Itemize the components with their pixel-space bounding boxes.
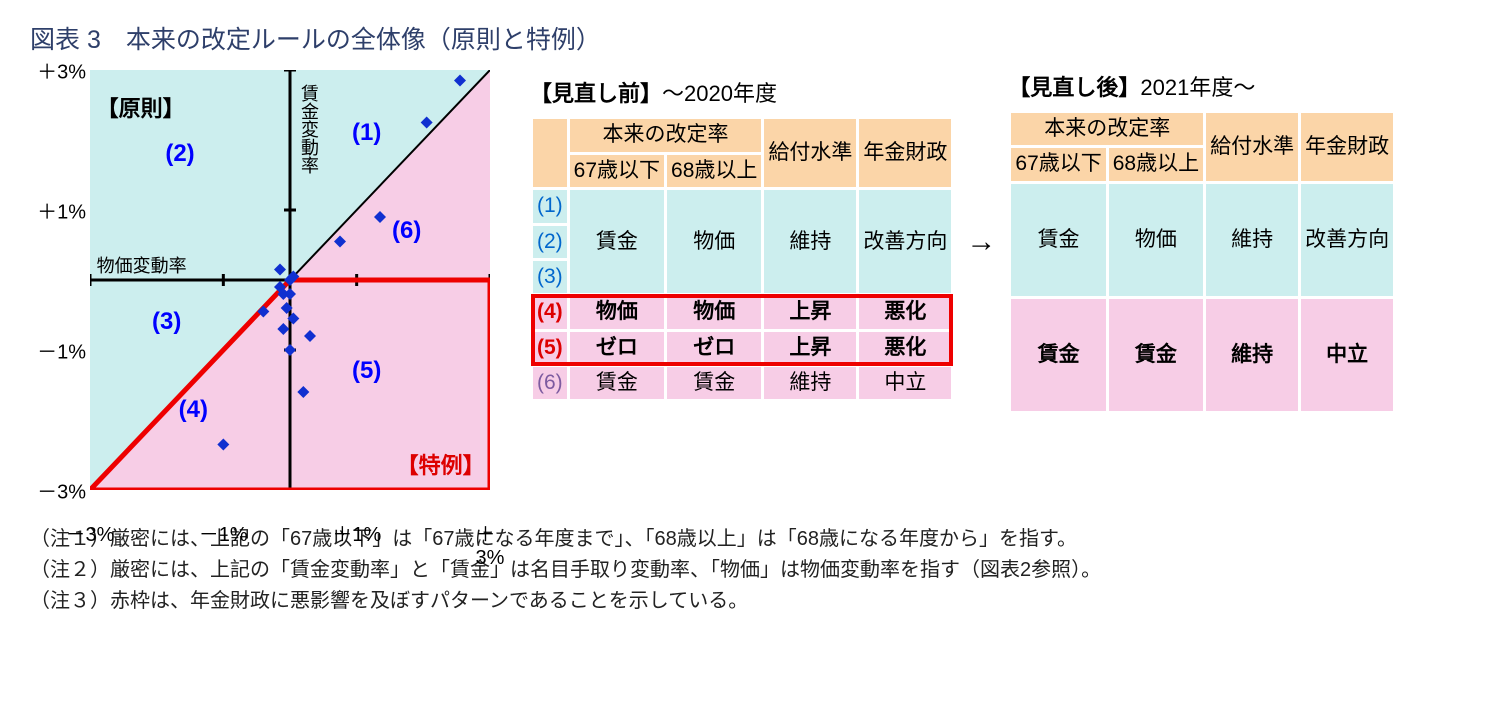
after-h1: 67歳以下 <box>1011 148 1105 180</box>
after-h-span: 本来の改定率 <box>1011 113 1203 145</box>
after-bot-1: 賃金 <box>1109 299 1203 411</box>
main-container: ＋3% ＋1% －1% －3% (1)(2)(3)(4)(5)(6)【原則】【特… <box>30 70 1458 510</box>
before-r4-2: 上昇 <box>764 296 856 328</box>
before-top-1: 物価 <box>667 190 761 293</box>
before-r5-0: ゼロ <box>570 332 664 364</box>
before-r4-0: 物価 <box>570 296 664 328</box>
after-h3: 給付水準 <box>1206 113 1298 181</box>
after-top-0: 賃金 <box>1011 184 1105 296</box>
x-tick-2: ＋1% <box>332 518 381 547</box>
before-top-2: 維持 <box>764 190 856 293</box>
before-r5-3: 悪化 <box>859 332 951 364</box>
principle-label: 【原則】 <box>97 91 185 123</box>
before-table-block: 【見直し前】～2020年度 本来の改定率 給付水準 年金財政 67歳以下 68歳… <box>530 76 954 407</box>
y-tick-1: －1% <box>37 336 86 365</box>
after-bot-0: 賃金 <box>1011 299 1105 411</box>
before-row3-label: (3) <box>533 261 567 293</box>
before-r6-0: 賃金 <box>570 367 664 399</box>
before-top-0: 賃金 <box>570 190 664 293</box>
y-axis-label: 賃金変動率 <box>296 84 322 174</box>
before-blank-head <box>533 119 567 187</box>
before-r4-1: 物価 <box>667 296 761 328</box>
after-h4: 年金財政 <box>1301 113 1393 181</box>
y-tick-0: －3% <box>37 476 86 505</box>
after-top-3: 改善方向 <box>1301 184 1393 296</box>
before-r4-3: 悪化 <box>859 296 951 328</box>
after-table-block: 【見直し後】2021年度～ 本来の改定率 給付水準 年金財政 67歳以下 68歳… <box>1008 70 1396 414</box>
after-title: 【見直し後】2021年度～ <box>1008 70 1396 102</box>
before-h3: 給付水準 <box>764 119 856 187</box>
before-row5-label: (5) <box>533 332 567 364</box>
x-tick-3: ＋3% <box>476 518 505 570</box>
after-h2: 68歳以上 <box>1109 148 1203 180</box>
x-axis-label: 物価変動率 <box>97 252 187 278</box>
x-tick-0: －3% <box>66 518 115 547</box>
before-h1: 67歳以下 <box>570 155 664 187</box>
before-row2-label: (2) <box>533 226 567 258</box>
y-tick-3: ＋3% <box>37 56 86 85</box>
before-top-3: 改善方向 <box>859 190 951 293</box>
region-label-3: (3) <box>152 308 181 336</box>
before-h2: 68歳以上 <box>667 155 761 187</box>
region-label-2: (2) <box>165 140 194 168</box>
after-title-bold: 【見直し後】 <box>1008 75 1140 100</box>
scatter-plot: ＋3% ＋1% －1% －3% (1) (2) (3) (4) (5) (6) 【原則】【特… <box>30 70 500 510</box>
before-r6-1: 賃金 <box>667 367 761 399</box>
note-3: （注３）赤枠は、年金財政に悪影響を及ぼすパターンであることを示している。 <box>30 586 1458 617</box>
region-label-4: (4) <box>179 396 208 424</box>
tables-wrap: 【見直し前】～2020年度 本来の改定率 給付水準 年金財政 67歳以下 68歳… <box>530 70 1396 414</box>
before-row6-label: (6) <box>533 367 567 399</box>
region-label-6: (6) <box>392 217 421 245</box>
before-r5-2: 上昇 <box>764 332 856 364</box>
plot-area: (1) (2) (3) (4) (5) (6) 【原則】【特例】 賃金変動率物価変動率 <box>90 70 490 490</box>
after-table: 本来の改定率 給付水準 年金財政 67歳以下 68歳以上 賃金 物価 維持 改善… <box>1008 110 1396 414</box>
arrow-icon: → <box>966 225 996 259</box>
before-title-rest: ～2020年度 <box>662 81 777 106</box>
before-title: 【見直し前】～2020年度 <box>530 76 954 108</box>
before-r6-2: 維持 <box>764 367 856 399</box>
y-tick-2: ＋1% <box>37 195 86 224</box>
after-title-rest: 2021年度～ <box>1140 75 1255 100</box>
after-bot-3: 中立 <box>1301 299 1393 411</box>
before-table-wrap: 本来の改定率 給付水準 年金財政 67歳以下 68歳以上 (1) 賃金 物価 維… <box>530 116 954 402</box>
before-row1-label: (1) <box>533 190 567 222</box>
before-title-bold: 【見直し前】 <box>530 81 662 106</box>
before-row4-label: (4) <box>533 296 567 328</box>
before-table: 本来の改定率 給付水準 年金財政 67歳以下 68歳以上 (1) 賃金 物価 維… <box>530 116 954 402</box>
y-ticks: ＋3% ＋1% －1% －3% <box>30 70 90 490</box>
before-r6-3: 中立 <box>859 367 951 399</box>
before-r5-1: ゼロ <box>667 332 761 364</box>
note-2: （注２）厳密には、上記の「賃金変動率」と「賃金」は名目手取り変動率、「物価」は物… <box>30 555 1458 586</box>
region-label-1: (1) <box>352 119 381 147</box>
before-h4: 年金財政 <box>859 119 951 187</box>
x-tick-1: －1% <box>199 518 248 547</box>
after-bot-2: 維持 <box>1206 299 1298 411</box>
exception-label: 【特例】 <box>397 448 485 480</box>
after-top-2: 維持 <box>1206 184 1298 296</box>
region-label-5: (5) <box>352 357 381 385</box>
after-top-1: 物価 <box>1109 184 1203 296</box>
figure-title: 図表 3 本来の改定ルールの全体像（原則と特例） <box>30 20 1458 56</box>
before-h-span: 本来の改定率 <box>570 119 762 151</box>
